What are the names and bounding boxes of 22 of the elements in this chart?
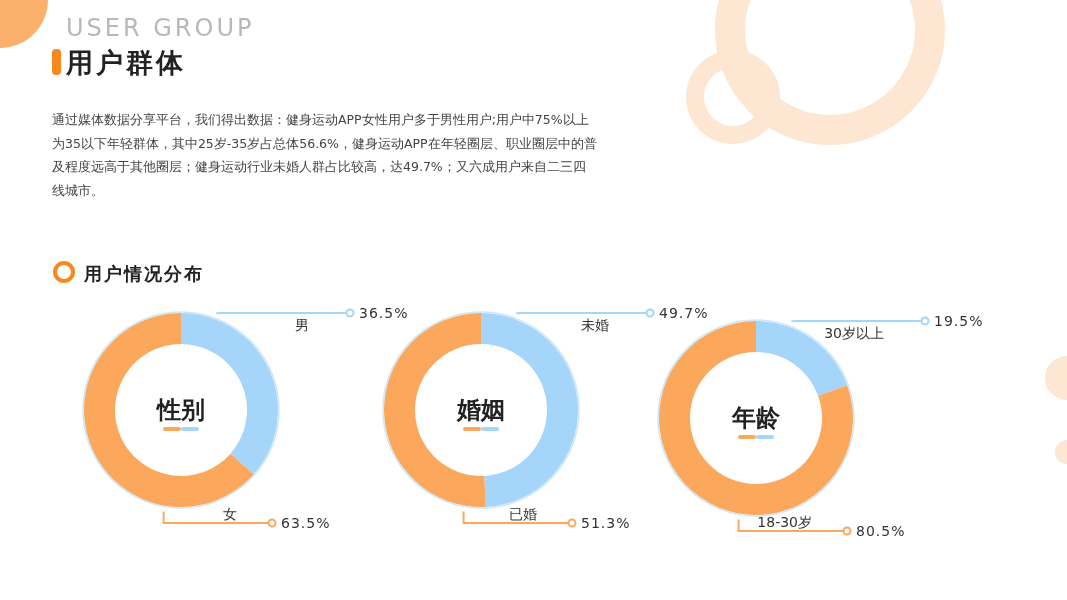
text: 年龄 <box>731 404 781 432</box>
legend-label: 已婚 <box>509 506 537 522</box>
legend-label: 18-30岁 <box>757 514 812 530</box>
data-label: 80.5% <box>856 523 906 539</box>
data-label: 63.5% <box>281 515 331 531</box>
data-label: 51.3% <box>581 515 631 531</box>
slice-label: 30岁以上 <box>824 325 884 341</box>
slice-label: 未婚 <box>581 317 609 333</box>
slice-label: 男 <box>295 317 309 333</box>
donut-slice <box>181 313 278 475</box>
legend-label: 女 <box>223 506 237 522</box>
text: 性别 <box>155 396 205 424</box>
text: 用户情况分布 <box>83 263 204 284</box>
text: USER GROUP <box>66 14 255 42</box>
data-label: 49.7% <box>659 305 709 321</box>
text: 通过媒体数据分享平台，我们得出数据：健身运动APP女性用户多于男性用户;用户中75%以上为35以下年轻群体，其中25岁-35岁占总体56.6%，健身运动APP在年轻圈层、职业圈层中的普及程度远高于其他圈层；健身运动行业未婚人群占比较高，达49.7%；又六成用户来自二三四线城市。 <box>52 111 597 200</box>
data-label: 36.5% <box>359 305 409 321</box>
donut-slice <box>481 313 578 507</box>
data-label: 19.5% <box>934 313 984 329</box>
text: 婚姻 <box>456 396 505 424</box>
text: 用户群体 <box>65 47 186 78</box>
donut-slice <box>84 313 254 507</box>
